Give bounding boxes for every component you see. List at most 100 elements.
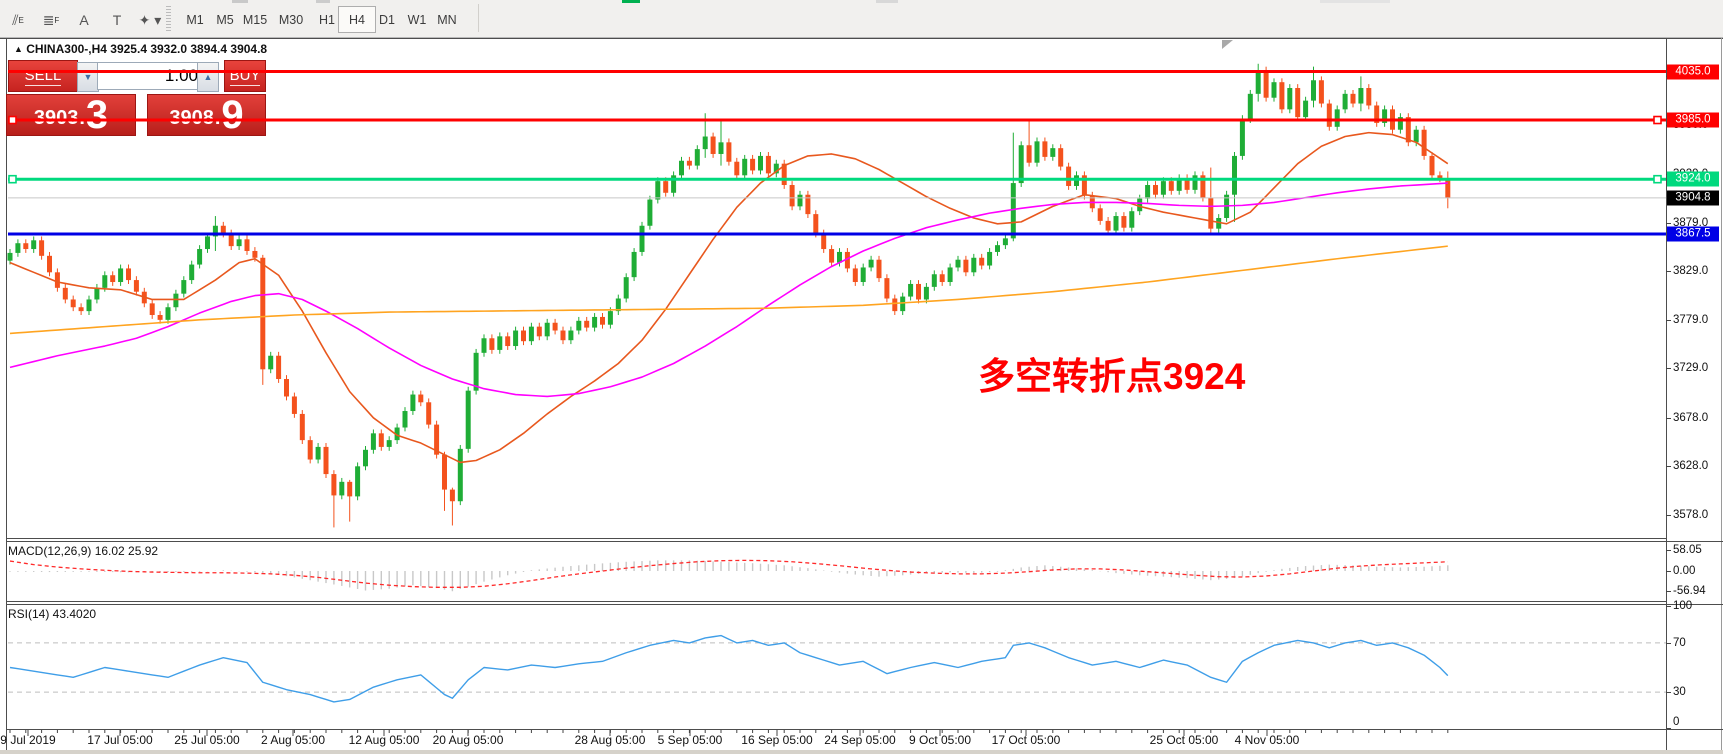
- candle: [299, 413, 305, 441]
- chart-annotation-text[interactable]: 多空转折点3924: [978, 356, 1246, 397]
- rsi-tick-dash: [1666, 692, 1671, 694]
- timeframe-mn[interactable]: MN: [437, 12, 457, 27]
- candle: [378, 433, 384, 447]
- price-badge-4035.0: 4035.0: [1667, 64, 1719, 80]
- rsi-tick-dash: [1666, 728, 1671, 729]
- time-axis-label: 17 Jul 05:00: [87, 733, 153, 747]
- volume-increase-button[interactable]: ▲: [197, 62, 219, 92]
- price-tick-dash: [1666, 368, 1671, 370]
- chart-top-border: [0, 38, 1723, 39]
- macd-scale-label: 0.00: [1673, 565, 1696, 577]
- candle: [939, 274, 945, 283]
- candle: [1145, 185, 1151, 199]
- candle: [1437, 175, 1443, 179]
- timeframe-m5[interactable]: M5: [216, 12, 234, 27]
- candle: [513, 330, 519, 347]
- time-axis-label: 20 Aug 05:00: [432, 733, 504, 747]
- candle: [62, 287, 68, 300]
- candle: [560, 330, 566, 341]
- candle: [236, 239, 242, 247]
- candle: [1445, 178, 1451, 198]
- candle: [1287, 88, 1293, 110]
- candle: [671, 175, 677, 193]
- timeframe-m30[interactable]: M30: [278, 12, 304, 27]
- candle: [15, 243, 21, 253]
- candle: [339, 481, 345, 496]
- pane-splitter-macd-top[interactable]: [6, 538, 1666, 539]
- candle: [481, 338, 487, 353]
- candle: [1429, 155, 1435, 176]
- price-tick-dash: [1666, 222, 1671, 224]
- rsi-tick-dash: [1666, 606, 1671, 607]
- chart-shift-marker[interactable]: [1222, 40, 1233, 49]
- fibonacci-tool-icon[interactable]: ≣ F: [42, 11, 60, 28]
- candle: [1192, 175, 1198, 190]
- timeframe-h4[interactable]: H4: [338, 6, 376, 33]
- volume-input[interactable]: 1.00: [97, 62, 205, 90]
- label-tool-icon[interactable]: T: [112, 12, 122, 28]
- candle: [1295, 88, 1301, 118]
- candle: [497, 336, 503, 350]
- candle: [947, 267, 953, 283]
- pane-splitter-macd[interactable]: [6, 541, 1723, 542]
- timeframe-m15[interactable]: M15: [242, 12, 268, 27]
- arrows-tool-icon[interactable]: ✦ ▾: [138, 11, 162, 28]
- toolbar-drag-handle[interactable]: [166, 6, 171, 31]
- cutoff-toolbar-sliver: [316, 0, 330, 3]
- price-tick-dash: [1666, 417, 1671, 419]
- candle: [315, 446, 321, 460]
- time-axis-label: 9 Jul 2019: [0, 733, 56, 747]
- candle: [110, 275, 116, 283]
- scale-divider: [1666, 38, 1667, 750]
- candle: [181, 280, 187, 294]
- candle: [1366, 88, 1372, 106]
- candle: [1026, 145, 1032, 163]
- main-pane: [7, 63, 1666, 528]
- candle: [220, 225, 226, 234]
- equidistant-channel-tool-icon[interactable]: ⫽ E: [12, 11, 24, 28]
- candle: [1018, 145, 1024, 184]
- timeframe-d1[interactable]: D1: [379, 12, 395, 27]
- candle: [157, 314, 163, 320]
- candle: [1303, 100, 1309, 118]
- candle: [694, 149, 700, 166]
- timeframe-w1[interactable]: W1: [407, 12, 427, 27]
- candle: [576, 320, 582, 331]
- timeframe-m1[interactable]: M1: [186, 12, 204, 27]
- ma-medium-line: [9, 182, 1448, 398]
- candle: [655, 181, 661, 200]
- cutoff-toolbar-sliver: [1320, 0, 1390, 3]
- candle: [797, 194, 803, 207]
- price-badge-3867.5: 3867.5: [1667, 226, 1719, 242]
- candle: [197, 249, 203, 265]
- price-badge-3924.0: 3924.0: [1667, 171, 1719, 187]
- sell-price-dot: .: [79, 107, 85, 129]
- buy-price-tile[interactable]: 3908 . 9: [147, 94, 266, 136]
- collapse-icon[interactable]: ▲: [14, 44, 23, 54]
- volume-decrease-button[interactable]: ▼: [77, 62, 99, 92]
- candle: [789, 185, 795, 207]
- macd-tick-dash: [1666, 591, 1671, 593]
- candle: [868, 259, 874, 268]
- toolbar: ⫽ E ≣ F A T ✦ ▾ M1 M5 M15 M30 H1 H4 D1 W1 MN: [0, 0, 1723, 38]
- candle: [47, 255, 52, 273]
- chart-title-text: CHINA300-,H4 3925.4 3932.0 3894.4 3904.8: [26, 42, 268, 56]
- rsi-scale-label: 0: [1673, 716, 1680, 728]
- candle: [702, 136, 708, 150]
- candle: [323, 446, 329, 475]
- candle: [410, 394, 416, 412]
- timeframe-h1[interactable]: H1: [319, 12, 335, 27]
- status-strip: [0, 750, 1723, 754]
- candle: [734, 161, 740, 176]
- pane-splitter-rsi[interactable]: [6, 604, 1723, 605]
- candle: [1050, 148, 1056, 157]
- sell-price-tile[interactable]: 3903 . 3: [6, 94, 136, 136]
- text-tool-icon[interactable]: A: [79, 12, 89, 28]
- time-axis-label: 2 Aug 05:00: [260, 733, 326, 747]
- candle: [347, 481, 353, 497]
- hline-handle: [1653, 115, 1662, 125]
- candle: [94, 287, 100, 300]
- pane-splitter-rsi-top[interactable]: [6, 601, 1666, 602]
- candle: [363, 449, 368, 467]
